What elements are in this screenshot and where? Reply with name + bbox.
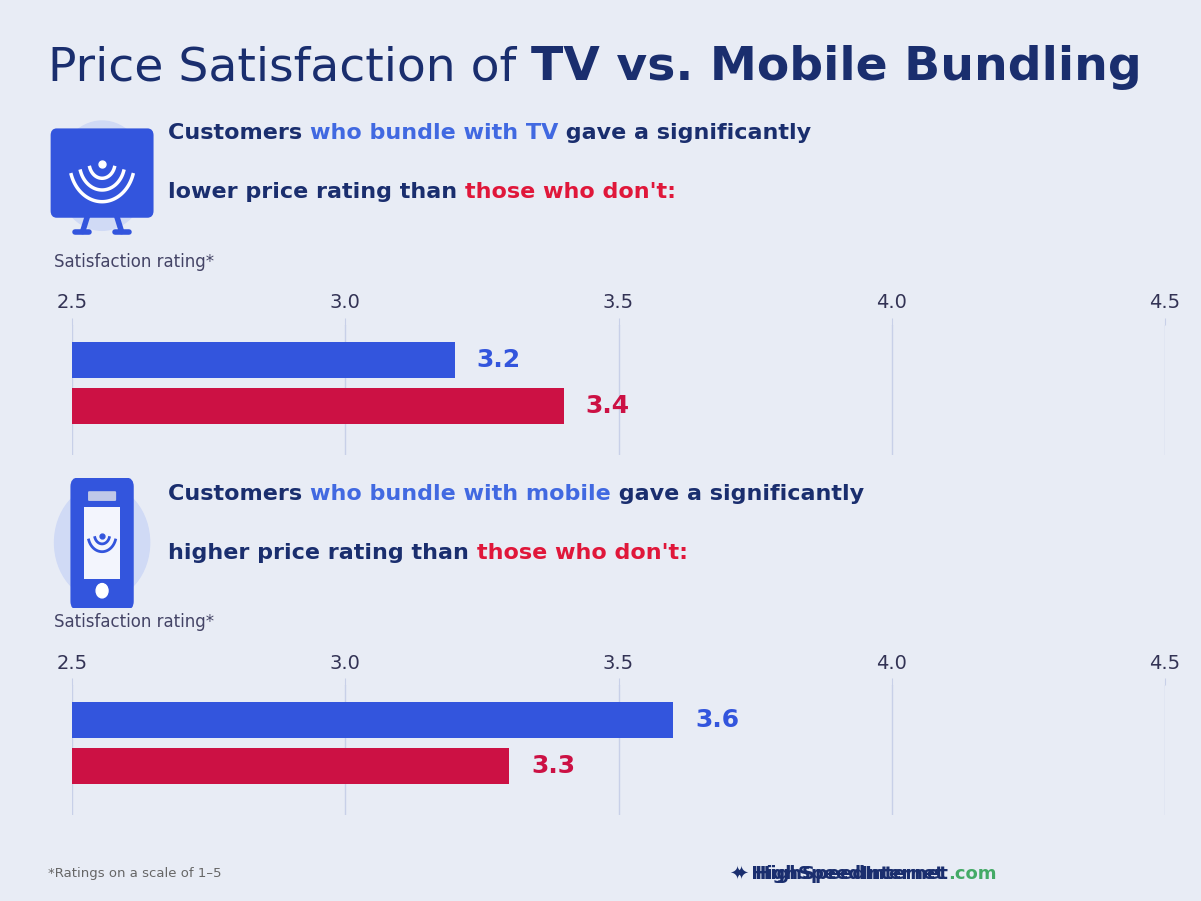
Bar — [72, 702, 674, 738]
Bar — [72, 388, 564, 423]
Text: 3.2: 3.2 — [477, 348, 520, 371]
Text: *Ratings on a scale of 1–5: *Ratings on a scale of 1–5 — [48, 868, 221, 880]
Text: Customers: Customers — [168, 484, 310, 504]
Text: 3.4: 3.4 — [586, 394, 629, 418]
Text: who bundle with mobile: who bundle with mobile — [310, 484, 611, 504]
Text: ✦ HighSpeedInternet: ✦ HighSpeedInternet — [730, 865, 944, 883]
Text: Satisfaction rating*: Satisfaction rating* — [54, 614, 214, 632]
FancyBboxPatch shape — [53, 130, 151, 216]
Text: .com: .com — [948, 865, 996, 883]
Circle shape — [56, 121, 148, 231]
Text: who bundle with TV: who bundle with TV — [310, 123, 558, 143]
Text: gave a significantly: gave a significantly — [558, 123, 812, 143]
Text: ✦ HighSpeedInternet: ✦ HighSpeedInternet — [734, 865, 948, 883]
Text: Satisfaction rating*: Satisfaction rating* — [54, 253, 214, 271]
Circle shape — [54, 486, 150, 600]
Text: higher price rating than: higher price rating than — [168, 543, 477, 563]
Text: those who don't:: those who don't: — [465, 183, 676, 203]
Text: Customers: Customers — [168, 123, 310, 143]
Text: those who don't:: those who don't: — [477, 543, 688, 563]
Text: lower price rating than: lower price rating than — [168, 183, 465, 203]
Text: 3.6: 3.6 — [695, 708, 739, 732]
Text: Price Satisfaction of: Price Satisfaction of — [48, 45, 531, 90]
FancyBboxPatch shape — [88, 491, 116, 501]
Circle shape — [96, 584, 108, 598]
Text: 3.3: 3.3 — [531, 754, 575, 778]
Bar — [72, 341, 455, 378]
FancyBboxPatch shape — [72, 478, 132, 609]
Text: TV vs. Mobile Bundling: TV vs. Mobile Bundling — [531, 45, 1142, 90]
Text: gave a significantly: gave a significantly — [611, 484, 864, 504]
FancyBboxPatch shape — [84, 507, 120, 579]
Bar — [72, 749, 509, 784]
